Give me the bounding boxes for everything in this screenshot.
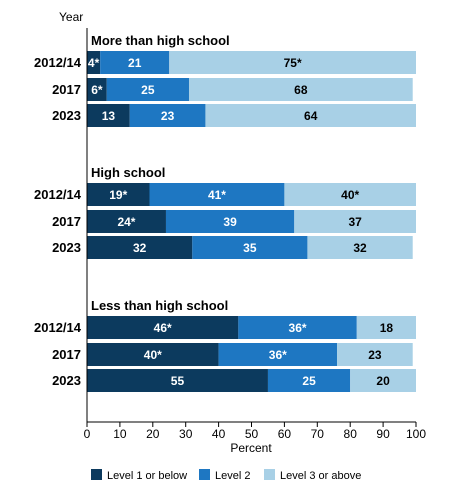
y-tick-label: 2012/14 (34, 320, 82, 335)
bar-segment (87, 210, 166, 233)
bar-segment (356, 316, 416, 339)
data-label: 36* (269, 348, 287, 362)
bar-segment (307, 236, 413, 259)
y-tick-label: 2023 (52, 373, 81, 388)
x-tick-label: 90 (376, 427, 390, 441)
x-tick-label: 50 (245, 427, 259, 441)
data-label: 68 (294, 83, 308, 97)
data-label: 25 (302, 374, 316, 388)
data-label: 39 (223, 215, 237, 229)
bar-segment (192, 236, 308, 259)
group-title: More than high school (91, 33, 230, 48)
bar-segment (218, 343, 338, 366)
legend-label: Level 2 (215, 470, 250, 482)
x-axis-title: Percent (230, 441, 272, 455)
bar-segment (337, 343, 413, 366)
x-tick-label: 10 (113, 427, 127, 441)
data-label: 21 (128, 56, 142, 70)
data-label: 13 (102, 109, 116, 123)
x-axis-ticks: 0 10 20 30 40 50 60 70 80 90 100 (84, 422, 426, 441)
y-tick-label: 2017 (52, 347, 81, 362)
bar-segment (284, 183, 416, 206)
y-tick-label: 2017 (52, 214, 81, 229)
data-label: 23 (161, 109, 175, 123)
x-tick-label: 40 (212, 427, 226, 441)
bar-segment (165, 210, 295, 233)
x-tick-label: 70 (311, 427, 325, 441)
bar-segment (129, 104, 206, 127)
data-label: 23 (368, 348, 382, 362)
legend-swatch (264, 469, 275, 480)
data-label: 64 (304, 109, 318, 123)
data-label: 6* (91, 83, 103, 97)
data-label: 40* (341, 188, 359, 202)
bar-segment (87, 78, 107, 101)
legend: Level 1 or below Level 2 Level 3 or above (91, 469, 361, 482)
legend-swatch (91, 469, 102, 480)
group-title: High school (91, 165, 165, 180)
data-label: 19* (109, 188, 127, 202)
bar-segment (87, 316, 239, 339)
x-tick-label: 0 (84, 427, 91, 441)
data-label: 41* (208, 188, 226, 202)
bar-segment (87, 51, 101, 74)
bar-segment (87, 236, 193, 259)
data-label: 24* (117, 215, 135, 229)
bar-segment (238, 316, 357, 339)
plot-area: More than high school 2012/14 4* 21 75* 2017 6… (34, 33, 416, 392)
data-label: 4* (88, 56, 100, 70)
bar-segment (87, 183, 150, 206)
bar-segment (149, 183, 285, 206)
bar-segment (106, 78, 189, 101)
y-axis-title: Year (59, 10, 83, 24)
data-label: 32 (353, 241, 367, 255)
x-tick-label: 100 (406, 427, 426, 441)
legend-label: Level 3 or above (280, 470, 361, 482)
y-tick-label: 2012/14 (34, 187, 82, 202)
legend-label: Level 1 or below (107, 470, 187, 482)
bar-segment (169, 51, 416, 74)
bar-segment (188, 78, 413, 101)
x-tick-label: 30 (179, 427, 193, 441)
group-title: Less than high school (91, 298, 228, 313)
y-tick-label: 2023 (52, 108, 81, 123)
data-label: 40* (144, 348, 162, 362)
data-label: 35 (243, 241, 257, 255)
data-label: 32 (133, 241, 147, 255)
bar-segment (294, 210, 416, 233)
x-tick-label: 80 (344, 427, 358, 441)
data-label: 55 (171, 374, 185, 388)
data-label: 75* (284, 56, 302, 70)
x-tick-label: 20 (146, 427, 160, 441)
bar-segment (267, 369, 351, 392)
data-label: 36* (289, 321, 307, 335)
bar-segment (87, 369, 268, 392)
bar-segment (87, 104, 130, 127)
y-tick-label: 2023 (52, 240, 81, 255)
data-label: 37 (348, 215, 362, 229)
bar-segment (100, 51, 170, 74)
data-label: 25 (141, 83, 155, 97)
bar-segment (205, 104, 416, 127)
y-tick-label: 2017 (52, 82, 81, 97)
data-label: 20 (376, 374, 390, 388)
y-tick-label: 2012/14 (34, 55, 82, 70)
data-label: 18 (380, 321, 394, 335)
legend-swatch (199, 469, 210, 480)
bar-segment (87, 343, 219, 366)
data-label: 46* (154, 321, 172, 335)
bar-segment (350, 369, 416, 392)
x-tick-label: 60 (278, 427, 292, 441)
